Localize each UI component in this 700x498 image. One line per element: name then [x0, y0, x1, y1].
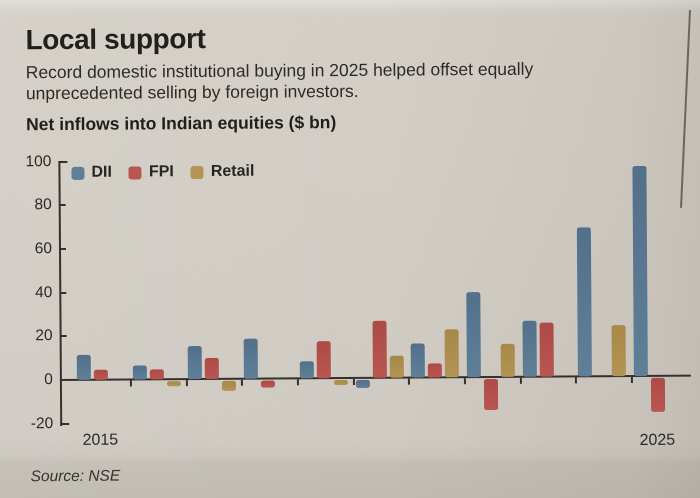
x-axis-label-2025: 2025: [639, 431, 676, 449]
y-tick-label: -20: [30, 414, 54, 432]
bar-retail-2020: [389, 355, 404, 378]
bar-dii-2015: [76, 354, 91, 380]
bar-dii-2022: [466, 291, 481, 378]
bar-fpi-2019: [316, 340, 331, 379]
bar-fpi-2023: [539, 323, 554, 377]
y-tick-label: 40: [34, 283, 53, 301]
bar-retail-2017: [222, 380, 237, 392]
bar-retail-2024: [611, 324, 627, 377]
bar-retail-2021: [444, 329, 460, 378]
y-tick-label: 80: [34, 196, 52, 214]
bar-fpi-2025: [650, 377, 666, 413]
bar-dii-2016: [132, 365, 147, 380]
x-axis-tick: [463, 378, 466, 384]
bar-dii-2024: [577, 227, 593, 377]
y-tick-label: 100: [25, 152, 52, 170]
bar-fpi-2015: [93, 369, 108, 380]
x-axis-tick: [241, 379, 244, 386]
y-tick-label: 0: [44, 371, 53, 389]
source-note: Source: NSE: [30, 467, 121, 486]
y-tick-label: 60: [34, 239, 53, 258]
bar-retail-2022: [500, 344, 515, 377]
x-axis-tick: [185, 380, 188, 386]
x-axis-tick: [352, 378, 355, 385]
x-axis-tick: [129, 380, 132, 387]
x-axis-tick: [575, 377, 578, 383]
bar-retail-2019: [333, 379, 348, 386]
bar-fpi-2018: [261, 380, 276, 388]
bar-dii-2018: [243, 338, 258, 379]
bar-dii-2021: [410, 343, 426, 378]
x-axis-tick: [519, 377, 522, 384]
y-tick-label: 20: [35, 327, 53, 345]
bar-dii-2020: [355, 379, 370, 389]
bar-fpi-2022: [483, 378, 499, 411]
bar-fpi-2021: [427, 363, 443, 378]
bar-dii-2019: [299, 360, 314, 379]
x-axis-tick: [296, 379, 299, 385]
x-axis-tick: [631, 377, 634, 383]
bar-dii-2023: [522, 320, 537, 377]
bar-fpi-2020: [372, 320, 387, 378]
bar-retail-2016: [166, 380, 181, 387]
bar-fpi-2016: [149, 369, 164, 380]
bar-fpi-2017: [205, 358, 220, 379]
bar-dii-2025: [632, 166, 648, 377]
bar-dii-2017: [188, 346, 203, 380]
x-axis-label-2015: 2015: [82, 431, 119, 449]
x-axis-tick: [408, 378, 411, 385]
